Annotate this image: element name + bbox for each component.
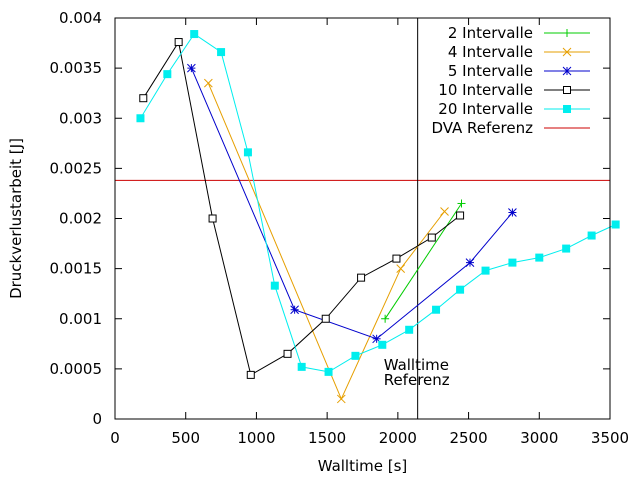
data-point xyxy=(372,334,381,344)
data-point xyxy=(203,78,213,88)
data-point xyxy=(440,207,449,216)
data-point xyxy=(378,340,387,349)
tick-layer: 0 500 1000 1500 2000 2500 3000 3500 0 0.0005 0.001… xyxy=(50,9,630,447)
data-point xyxy=(174,38,183,47)
legend-label: 4 Intervalle xyxy=(448,43,533,61)
x-tick-label: 3000 xyxy=(520,429,558,447)
y-axis-label: Druckverlustarbeit [J] xyxy=(7,138,25,299)
y-tick-label: 0.003 xyxy=(59,109,102,127)
legend-label: 5 Intervalle xyxy=(448,62,533,80)
data-point xyxy=(563,29,571,37)
legend-entry: 5 Intervalle xyxy=(448,62,590,80)
y-tick-label: 0.0015 xyxy=(50,260,103,278)
data-point xyxy=(139,94,148,103)
series-line xyxy=(384,203,462,320)
data-point xyxy=(563,105,571,113)
data-point xyxy=(405,325,414,334)
data-point xyxy=(457,199,466,208)
legend-entry: 2 Intervalle xyxy=(448,24,590,42)
data-point xyxy=(283,349,292,358)
legend-entry: 20 Intervalle xyxy=(438,100,590,118)
annotation-label: Walltime xyxy=(384,356,449,374)
data-point xyxy=(562,244,571,253)
y-tick-label: 0.001 xyxy=(59,310,102,328)
y-tick-label: 0.0025 xyxy=(50,159,103,177)
data-point xyxy=(321,314,330,323)
data-point xyxy=(357,273,366,282)
data-point xyxy=(163,70,172,79)
data-point xyxy=(246,370,255,379)
x-tick-label: 1000 xyxy=(237,429,275,447)
x-tick-label: 2000 xyxy=(379,429,417,447)
x-tick-label: 2500 xyxy=(449,429,487,447)
data-point xyxy=(456,285,465,294)
data-point xyxy=(456,211,465,220)
data-point xyxy=(587,231,596,240)
x-tick-label: 0 xyxy=(110,429,120,447)
data-point xyxy=(336,394,346,404)
data-point xyxy=(432,305,441,314)
data-point xyxy=(562,47,572,57)
data-point xyxy=(508,258,517,267)
y-tick-label: 0 xyxy=(92,410,102,428)
series-4 xyxy=(139,38,465,379)
series-layer xyxy=(136,30,620,404)
data-point xyxy=(297,362,306,371)
x-tick-label: 3500 xyxy=(591,429,629,447)
data-point xyxy=(396,264,406,273)
data-point xyxy=(562,66,572,76)
x-tick-label: 500 xyxy=(171,429,200,447)
series-line xyxy=(207,83,445,401)
series-line xyxy=(142,40,461,376)
data-point xyxy=(270,281,279,290)
legend-label: DVA Referenz xyxy=(431,119,533,137)
data-point xyxy=(381,314,390,323)
legend-label: 10 Intervalle xyxy=(438,81,533,99)
data-point xyxy=(217,48,226,57)
legend-label: 2 Intervalle xyxy=(448,24,533,42)
legend-entry: 10 Intervalle xyxy=(438,81,590,99)
y-tick-label: 0.0005 xyxy=(50,360,103,378)
legend-entry: DVA Referenz xyxy=(431,119,590,137)
data-point xyxy=(208,214,217,223)
data-point xyxy=(465,258,475,267)
data-point xyxy=(392,254,401,263)
data-point xyxy=(324,367,333,376)
data-point xyxy=(290,305,299,315)
x-tick-label: 1500 xyxy=(308,429,346,447)
legend-entry: 4 Intervalle xyxy=(448,43,590,61)
data-point xyxy=(243,148,252,157)
data-point xyxy=(351,351,360,360)
data-point xyxy=(481,266,490,275)
x-axis-label: Walltime [s] xyxy=(318,457,408,475)
data-point xyxy=(611,220,620,229)
data-point xyxy=(508,208,517,217)
data-point xyxy=(427,233,436,242)
series-line xyxy=(140,33,616,373)
series-1 xyxy=(381,199,466,323)
plot-frame xyxy=(114,17,611,420)
series-5 xyxy=(136,30,620,376)
y-tick-label: 0.002 xyxy=(59,210,102,228)
annotation-label: Referenz xyxy=(384,371,450,389)
data-point xyxy=(136,114,145,123)
legend-label: 20 Intervalle xyxy=(438,100,533,118)
data-point xyxy=(187,63,196,73)
y-tick-label: 0.004 xyxy=(59,9,102,27)
series-3 xyxy=(187,63,517,344)
data-point xyxy=(563,86,571,94)
data-point xyxy=(535,253,544,262)
series-2 xyxy=(203,78,449,404)
reference-lines xyxy=(115,18,610,419)
data-point xyxy=(190,30,199,39)
y-tick-label: 0.0035 xyxy=(50,59,103,77)
